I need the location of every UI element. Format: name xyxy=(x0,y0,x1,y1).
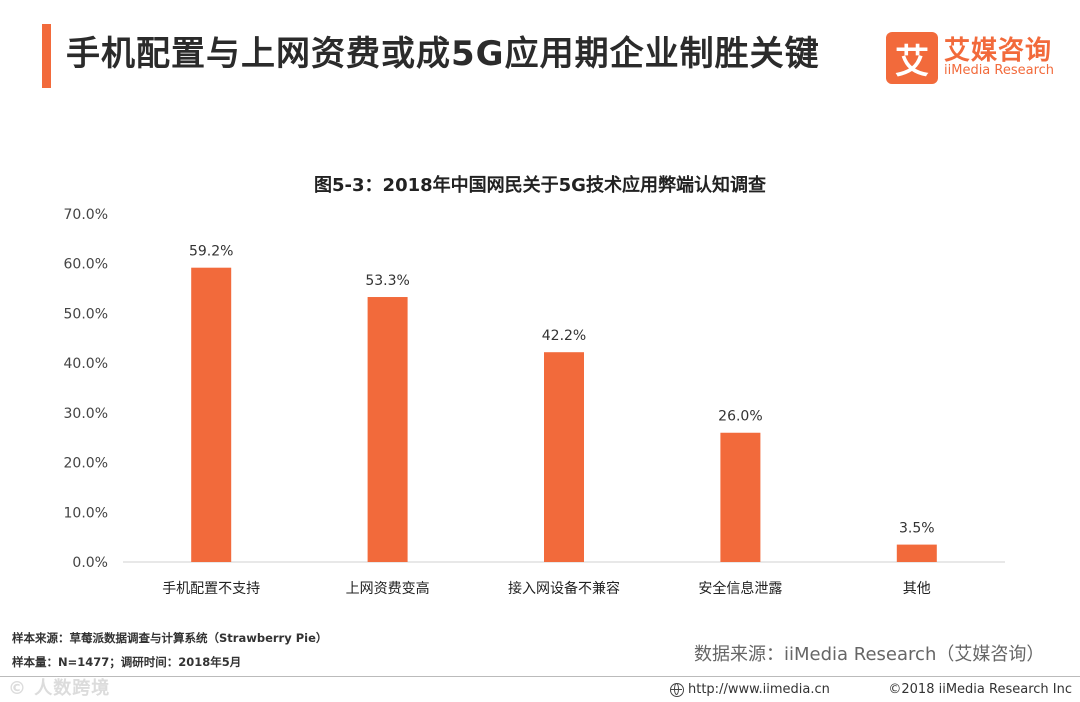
footer-copyright: ©2018 iiMedia Research Inc xyxy=(888,682,1072,697)
x-tick-label: 上网资费变高 xyxy=(346,580,430,597)
title-accent-bar xyxy=(42,24,51,88)
watermark: © 人数跨境 xyxy=(8,678,111,699)
sample-size-note: 样本量：N=1477；调研时间：2018年5月 xyxy=(12,655,242,669)
data-label: 3.5% xyxy=(899,521,935,537)
globe-icon xyxy=(670,682,684,697)
footer-url-text[interactable]: http://www.iimedia.cn xyxy=(688,682,830,697)
y-tick-label: 30.0% xyxy=(64,406,108,422)
page-title: 手机配置与上网资费或成5G应用期企业制胜关键 xyxy=(66,34,820,74)
data-label: 42.2% xyxy=(542,328,586,344)
chart-title: 图5-3：2018年中国网民关于5G技术应用弊端认知调查 xyxy=(314,175,766,196)
data-source: 数据来源：iiMedia Research（艾媒咨询） xyxy=(694,644,1045,665)
y-tick-label: 40.0% xyxy=(64,356,108,372)
bar-chart: 0.0% 10.0% 20.0% 30.0% 40.0% 50.0% 60.0% 70.0% 5… xyxy=(64,207,1005,597)
footer-website[interactable]: http://www.iimedia.cn xyxy=(670,682,830,697)
y-tick-label: 20.0% xyxy=(64,456,108,472)
y-tick-label: 50.0% xyxy=(64,306,108,322)
y-tick-label: 10.0% xyxy=(64,505,108,521)
x-tick-label: 手机配置不支持 xyxy=(162,581,260,597)
bar xyxy=(544,352,584,562)
bar xyxy=(191,267,232,562)
iimedia-logo: 艾 艾媒咨询 iiMedia Research xyxy=(886,32,1058,86)
bar xyxy=(367,297,408,562)
logo-name-en: iiMedia Research xyxy=(944,63,1055,78)
y-tick-label: 70.0% xyxy=(64,207,108,223)
logo-mark: 艾 xyxy=(886,32,938,84)
x-tick-label: 安全信息泄露 xyxy=(698,580,782,597)
data-label: 26.0% xyxy=(718,409,762,425)
sample-source-note: 样本来源：草莓派数据调查与计算系统（Strawberry Pie） xyxy=(12,631,328,645)
bar xyxy=(720,432,761,562)
x-tick-label: 接入网设备不兼容 xyxy=(508,580,620,597)
data-label: 53.3% xyxy=(365,273,409,289)
logo-name-cn: 艾媒咨询 xyxy=(944,36,1053,66)
bar xyxy=(896,544,937,562)
y-tick-label: 0.0% xyxy=(72,555,108,571)
y-tick-label: 60.0% xyxy=(64,257,108,273)
data-label: 59.2% xyxy=(189,244,233,260)
x-tick-label: 其他 xyxy=(903,581,931,597)
footer-divider xyxy=(0,676,1080,677)
